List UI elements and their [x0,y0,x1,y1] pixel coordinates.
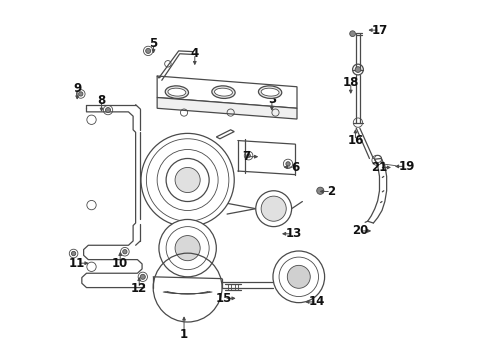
Text: 9: 9 [73,82,81,95]
Text: 3: 3 [268,93,276,106]
Text: 6: 6 [291,161,299,174]
Ellipse shape [168,88,186,96]
Text: 4: 4 [191,47,199,60]
Text: 16: 16 [347,134,364,147]
Circle shape [146,48,151,53]
Circle shape [105,108,111,113]
Text: 21: 21 [371,161,388,174]
Text: 18: 18 [343,76,359,89]
Text: 2: 2 [327,185,335,198]
Circle shape [247,154,250,157]
Circle shape [175,235,200,261]
Text: 8: 8 [98,94,106,107]
Text: 7: 7 [243,150,251,163]
Polygon shape [157,76,297,108]
Text: 1: 1 [180,328,188,341]
Circle shape [286,162,290,166]
Text: 11: 11 [69,257,85,270]
Circle shape [261,196,286,221]
Polygon shape [157,98,297,119]
Ellipse shape [261,88,279,96]
Circle shape [159,220,216,277]
Text: 5: 5 [149,37,158,50]
Circle shape [140,274,146,279]
Circle shape [256,191,292,226]
Ellipse shape [165,86,189,98]
Circle shape [355,67,361,72]
Text: 10: 10 [112,257,128,270]
Text: 14: 14 [309,296,325,309]
Circle shape [175,167,200,193]
Text: 20: 20 [352,224,368,238]
Circle shape [78,92,83,96]
Polygon shape [216,130,234,139]
Circle shape [141,134,234,226]
Text: 19: 19 [398,160,415,173]
Text: 15: 15 [216,292,232,305]
Circle shape [273,251,324,303]
Text: 17: 17 [372,24,388,37]
Circle shape [122,249,127,254]
Ellipse shape [215,88,232,96]
Circle shape [72,251,76,256]
Circle shape [317,187,324,194]
Text: 12: 12 [131,282,147,295]
Ellipse shape [258,86,282,98]
Ellipse shape [212,86,235,98]
Circle shape [287,265,310,288]
Circle shape [350,31,355,37]
Text: 13: 13 [285,227,301,240]
